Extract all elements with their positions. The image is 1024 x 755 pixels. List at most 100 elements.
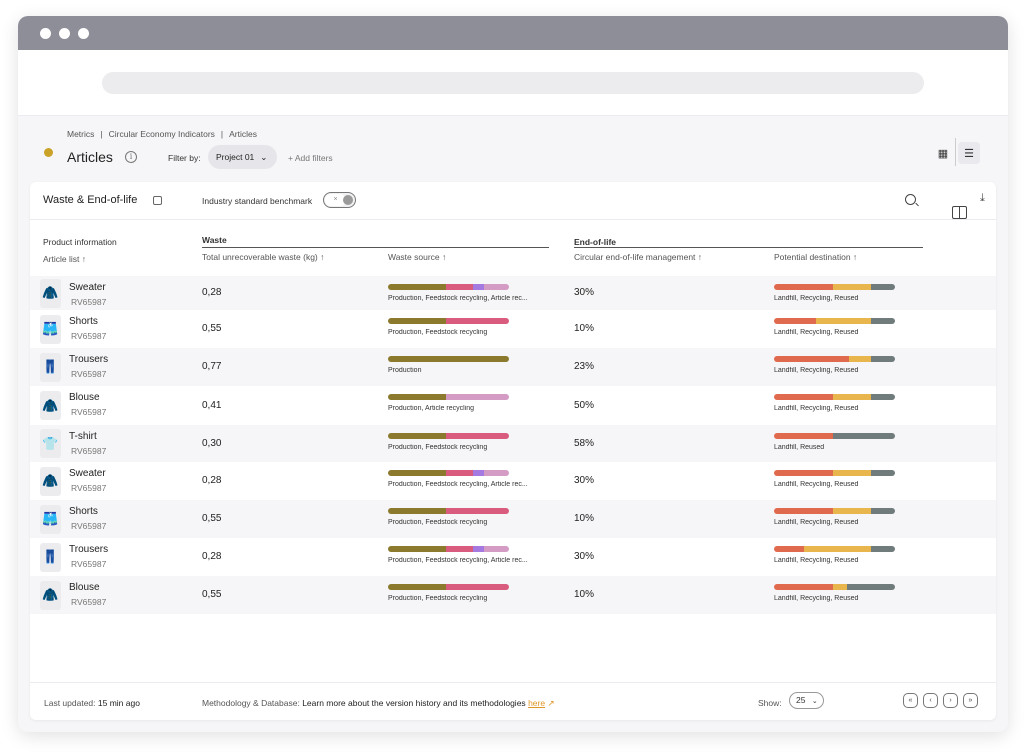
waste-value: 0,55 xyxy=(202,323,222,334)
waste-value: 0,55 xyxy=(202,513,222,524)
last-page-button[interactable]: » xyxy=(963,693,978,708)
destination-bar xyxy=(774,284,895,290)
info-icon[interactable]: i xyxy=(125,151,137,163)
window-titlebar xyxy=(18,16,1008,50)
waste-source-segment xyxy=(388,546,447,552)
waste-value: 0,77 xyxy=(202,361,222,372)
article-name[interactable]: Trousers xyxy=(69,544,109,555)
list-view-icon[interactable]: ☰ xyxy=(958,142,980,164)
columns-icon[interactable] xyxy=(952,206,967,219)
add-filters-button[interactable]: + Add filters xyxy=(288,153,333,163)
destination-segment xyxy=(870,318,895,324)
col-article-list[interactable]: Article list ↑ xyxy=(43,254,86,264)
destination-label: Landfill, Recycling, Reused xyxy=(774,405,859,412)
methodology-text: Learn more about the version history and… xyxy=(302,698,526,708)
eol-percentage: 23% xyxy=(574,361,595,372)
waste-source-segment xyxy=(388,584,447,590)
window-control-dot[interactable] xyxy=(40,27,51,39)
waste-group-header: Waste xyxy=(202,235,227,245)
page-size-select[interactable]: 25 ⌄ xyxy=(789,692,824,709)
product-info-header: Product information xyxy=(43,237,117,247)
table-row[interactable]: 👖 Trousers RV65987 0,77 Production 23% Landfil… xyxy=(30,348,996,386)
prev-page-button[interactable]: ‹ xyxy=(923,693,938,708)
waste-source-segment xyxy=(388,284,447,290)
waste-source-label: Production, Article recycling xyxy=(388,405,474,412)
article-name[interactable]: Trousers xyxy=(69,354,109,365)
destination-segment xyxy=(774,433,834,439)
window-control-dot[interactable] xyxy=(78,27,89,39)
grid-view-icon[interactable]: ▦ xyxy=(937,147,949,160)
article-name[interactable]: Blouse xyxy=(69,582,100,593)
table-row[interactable]: 🩳 Shorts RV65987 0,55 Production, Feedstock … xyxy=(30,310,996,348)
table-row[interactable]: 🩳 Shorts RV65987 0,55 Production, Feedstock … xyxy=(30,500,996,538)
waste-source-bar xyxy=(388,318,509,324)
destination-segment xyxy=(774,394,834,400)
search-icon[interactable] xyxy=(905,194,916,205)
waste-source-bar xyxy=(388,470,509,476)
table-row[interactable]: 🧥 Sweater RV65987 0,28 Production, Feedstock… xyxy=(30,276,996,310)
eol-percentage: 30% xyxy=(574,475,595,486)
waste-source-bar xyxy=(388,584,509,590)
destination-segment xyxy=(816,318,871,324)
project-filter-dropdown[interactable]: Project 01 ⌄ xyxy=(208,145,278,169)
window-control-dot[interactable] xyxy=(59,27,70,39)
destination-segment xyxy=(774,284,834,290)
table-row[interactable]: 🧥 Sweater RV65987 0,28 Production, Feedstock… xyxy=(30,462,996,500)
breadcrumb-metrics[interactable]: Metrics xyxy=(67,129,95,139)
destination-bar xyxy=(774,508,895,514)
status-dot-icon xyxy=(44,148,53,157)
article-name[interactable]: T-shirt xyxy=(69,431,97,442)
article-name[interactable]: Blouse xyxy=(69,392,100,403)
waste-source-segment xyxy=(446,546,473,552)
waste-group-rule xyxy=(202,247,549,248)
methodology-link[interactable]: here xyxy=(528,698,546,708)
methodology-note: Methodology & Database: Learn more about… xyxy=(202,698,555,709)
col-total-waste[interactable]: Total unrecoverable waste (kg) ↑ xyxy=(202,252,325,262)
external-link-icon: ↗ xyxy=(547,698,555,708)
table-row[interactable]: 🧥 Blouse RV65987 0,41 Production, Article re… xyxy=(30,386,996,425)
table-row[interactable]: 👖 Trousers RV65987 0,28 Production, Feedstoc… xyxy=(30,538,996,576)
destination-segment xyxy=(774,546,805,552)
breadcrumb-circular-economy[interactable]: Circular Economy Indicators xyxy=(108,129,215,139)
article-name[interactable]: Shorts xyxy=(69,506,98,517)
destination-segment xyxy=(774,584,834,590)
table-row[interactable]: 👕 T-shirt RV65987 0,30 Production, Feedstock… xyxy=(30,425,996,462)
card-header: Waste & End-of-life Industry standard be… xyxy=(30,182,996,220)
destination-bar xyxy=(774,470,895,476)
show-label: Show: xyxy=(758,698,782,708)
next-page-button[interactable]: › xyxy=(943,693,958,708)
eol-percentage: 58% xyxy=(574,437,595,449)
destination-segment xyxy=(774,356,850,362)
waste-source-bar xyxy=(388,284,509,290)
waste-source-bar xyxy=(388,508,509,514)
download-icon[interactable]: ⤓ xyxy=(980,192,985,204)
destination-segment xyxy=(833,584,847,590)
waste-source-segment xyxy=(388,433,447,439)
breadcrumb-articles[interactable]: Articles xyxy=(229,129,257,139)
article-code: RV65987 xyxy=(71,369,107,379)
waste-source-segment xyxy=(446,394,509,400)
blouse-icon: 🧥 xyxy=(40,580,61,610)
article-name[interactable]: Shorts xyxy=(69,316,98,327)
benchmark-label: Industry standard benchmark xyxy=(202,196,313,206)
col-waste-source[interactable]: Waste source ↑ xyxy=(388,252,447,262)
first-page-button[interactable]: « xyxy=(903,693,918,708)
eol-percentage: 10% xyxy=(574,589,595,600)
destination-bar xyxy=(774,394,895,400)
table-row[interactable]: 🧥 Blouse RV65987 0,55 Production, Feedstock … xyxy=(30,576,996,614)
col-potential-destination[interactable]: Potential destination ↑ xyxy=(774,252,858,262)
destination-segment xyxy=(833,394,871,400)
address-bar[interactable] xyxy=(102,71,924,94)
col-circular-eol[interactable]: Circular end-of-life management ↑ xyxy=(574,252,703,262)
waste-source-segment xyxy=(483,284,509,290)
waste-source-segment xyxy=(472,546,484,552)
destination-bar xyxy=(774,584,895,590)
calendar-icon[interactable] xyxy=(153,196,162,205)
benchmark-toggle[interactable]: × xyxy=(323,192,356,208)
trousers-icon: 👖 xyxy=(40,352,61,382)
destination-label: Landfill, Recycling, Reused xyxy=(774,519,859,526)
article-name[interactable]: Sweater xyxy=(69,282,106,293)
destination-bar xyxy=(774,318,895,324)
article-name[interactable]: Sweater xyxy=(69,468,106,479)
eol-percentage: 30% xyxy=(574,551,595,562)
